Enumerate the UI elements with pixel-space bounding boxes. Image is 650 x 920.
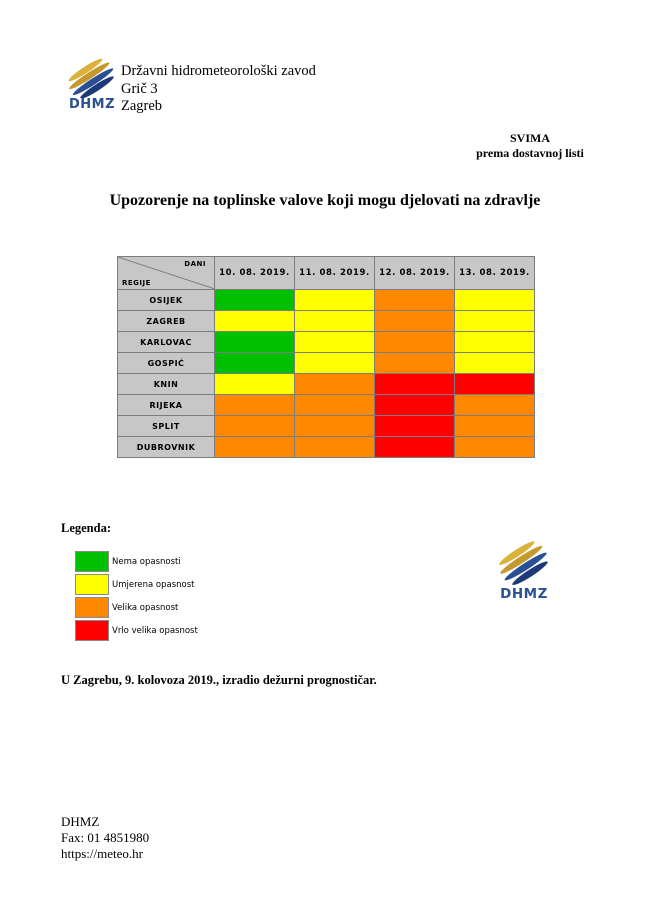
footer-line: Fax: 01 4851980 — [61, 830, 150, 845]
table-row: RIJEKA — [117, 394, 535, 416]
legend-item: Umjerena opasnost — [75, 573, 198, 596]
warning-level-cell — [454, 415, 535, 437]
warning-level-cell — [374, 415, 455, 437]
warning-level-cell — [454, 289, 535, 311]
date-header: 12. 08. 2019. — [374, 256, 455, 290]
address-line: Državni hidrometeorološki zavod — [121, 63, 316, 79]
warning-level-cell — [454, 352, 535, 374]
footer-line: DHMZ — [61, 814, 100, 829]
date-header: 13. 08. 2019. — [454, 256, 535, 290]
logo-text: DHMZ — [500, 586, 548, 602]
table-header-row: DANI REGIJE 10. 08. 2019. 11. 08. 2019. … — [117, 256, 535, 290]
warning-level-cell — [374, 436, 455, 458]
warning-table: DANI REGIJE 10. 08. 2019. 11. 08. 2019. … — [117, 256, 535, 458]
region-cell: DUBROVNIK — [117, 436, 215, 458]
warning-level-cell — [294, 352, 375, 374]
region-cell: GOSPIĆ — [117, 352, 215, 374]
warning-level-cell — [294, 415, 375, 437]
logo-text: DHMZ — [68, 97, 116, 112]
footer-contact: DHMZ Fax: 01 4851980 https://meteo.hr — [61, 814, 149, 862]
table-row: SPLIT — [117, 415, 535, 437]
warning-level-cell — [374, 352, 455, 374]
region-cell: KNIN — [117, 373, 215, 395]
warning-level-cell — [214, 436, 295, 458]
warning-level-cell — [294, 310, 375, 332]
warning-level-cell — [294, 436, 375, 458]
recipient-line-1: SVIMA — [509, 131, 550, 145]
legend-label: Vrlo velika opasnost — [112, 625, 198, 636]
warning-level-cell — [374, 289, 455, 311]
region-cell: ZAGREB — [117, 310, 215, 332]
legend-title: Legenda: — [61, 521, 111, 535]
warning-level-cell — [454, 436, 535, 458]
warning-level-cell — [294, 394, 375, 416]
warning-level-cell — [454, 310, 535, 332]
table-row: KNIN — [117, 373, 535, 395]
dhmz-logo-icon — [68, 58, 114, 98]
region-cell: OSIJEK — [117, 289, 215, 311]
warning-level-cell — [374, 310, 455, 332]
recipient-block: SVIMA prema dostavnoj listi — [460, 131, 600, 161]
legend-label: Nema opasnosti — [112, 556, 181, 567]
issued-note: U Zagrebu, 9. kolovoza 2019., izradio de… — [61, 673, 377, 687]
warning-level-cell — [374, 331, 455, 353]
table-row: OSIJEK — [117, 289, 535, 311]
dhmz-logo-secondary: DHMZ — [493, 540, 555, 602]
table-row: GOSPIĆ — [117, 352, 535, 374]
address-line: Grič 3 — [121, 80, 158, 97]
legend-swatch — [75, 574, 109, 595]
warning-level-cell — [374, 373, 455, 395]
dhmz-logo-icon — [499, 541, 548, 586]
warning-level-cell — [214, 352, 295, 374]
legend-swatch — [75, 597, 109, 618]
legend-item: Vrlo velika opasnost — [75, 619, 198, 642]
footer-line: https://meteo.hr — [61, 846, 143, 861]
table-row: KARLOVAC — [117, 331, 535, 353]
region-cell: KARLOVAC — [117, 331, 215, 353]
legend-list: Nema opasnosti Umjerena opasnost Velika op… — [75, 550, 198, 642]
corner-label-days: DANI — [184, 260, 206, 268]
warning-table-body: DANI REGIJE 10. 08. 2019. 11. 08. 2019. … — [117, 256, 535, 458]
legend-swatch — [75, 620, 109, 641]
diagonal-divider — [118, 257, 215, 289]
region-cell: RIJEKA — [117, 394, 215, 416]
legend-item: Nema opasnosti — [75, 550, 198, 573]
warning-level-cell — [294, 331, 375, 353]
table-corner-cell: DANI REGIJE — [117, 256, 215, 290]
warning-level-cell — [214, 415, 295, 437]
legend-swatch — [75, 551, 109, 572]
table-row: DUBROVNIK — [117, 436, 535, 458]
legend-item: Velika opasnost — [75, 596, 198, 619]
legend-label: Umjerena opasnost — [112, 579, 195, 590]
recipient-line-2: prema dostavnoj listi — [476, 146, 584, 160]
warning-level-cell — [294, 373, 375, 395]
dhmz-logo: DHMZ — [61, 58, 123, 112]
sender-address: Državni hidrometeorološki zavod Grič 3 Z… — [121, 63, 316, 116]
corner-label-regions: REGIJE — [122, 279, 151, 287]
table-row: ZAGREB — [117, 310, 535, 332]
region-cell: SPLIT — [117, 415, 215, 437]
warning-level-cell — [214, 394, 295, 416]
warning-level-cell — [214, 373, 295, 395]
address-line: Zagreb — [121, 98, 163, 114]
date-header: 11. 08. 2019. — [294, 256, 375, 290]
warning-level-cell — [454, 394, 535, 416]
date-header: 10. 08. 2019. — [214, 256, 295, 290]
legend-label: Velika opasnost — [112, 602, 179, 613]
warning-level-cell — [374, 394, 455, 416]
warning-level-cell — [294, 289, 375, 311]
page-title: Upozorenje na toplinske valove koji mogu… — [109, 192, 541, 209]
warning-level-cell — [454, 373, 535, 395]
warning-level-cell — [214, 289, 295, 311]
warning-level-cell — [214, 331, 295, 353]
warning-level-cell — [454, 331, 535, 353]
warning-level-cell — [214, 310, 295, 332]
